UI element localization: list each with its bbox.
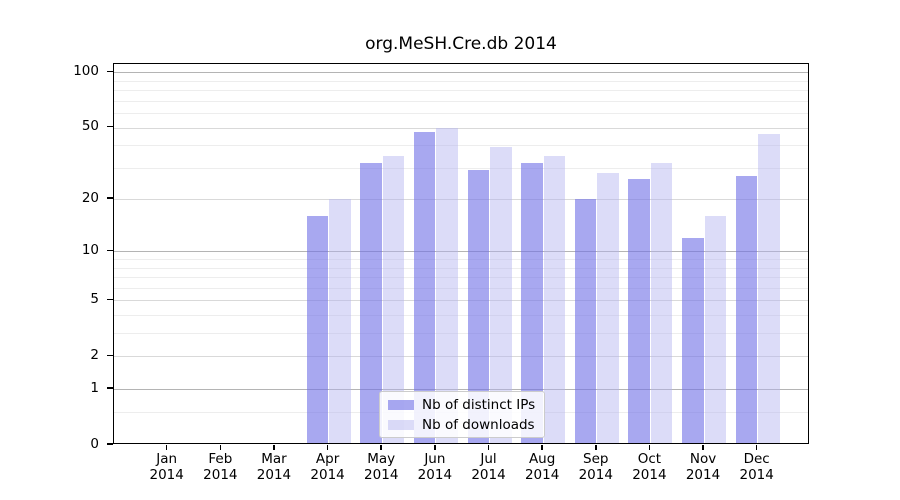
x-tick-mark [702,445,704,450]
x-tick-mark [595,445,597,450]
x-tick-mark [273,445,275,450]
x-tick-mark [755,445,758,450]
bar-distinct-ips-oct [628,178,650,444]
x-tick-label-dec: Dec 2014 [739,451,774,483]
legend: Nb of distinct IPs Nb of downloads [379,391,545,438]
x-tick-mark [380,445,382,450]
gridline-minor [114,167,808,169]
gridline-10 [114,251,808,253]
bar-downloads-sep [597,173,619,444]
bar-distinct-ips-sep [574,199,597,444]
legend-entry-distinct-ips: Nb of distinct IPs [388,397,544,413]
bar-downloads-jul [490,147,512,444]
gridline-minor [114,90,808,92]
bar-downloads-apr [329,199,351,444]
gridline-minor [114,277,808,279]
y-tick-mark [107,70,113,73]
x-tick-mark [165,445,168,450]
legend-swatch-downloads [388,419,414,430]
y-tick-mark [107,443,113,445]
y-tick-mark [107,125,113,128]
gridline-minor [114,333,808,335]
y-tick-mark [107,249,113,252]
gridline-minor [114,80,808,82]
gridline-minor [114,287,808,289]
bar-downloads-aug [543,155,566,444]
x-tick-label-may: May 2014 [364,451,399,483]
y-tick-label-20: 20 [81,189,99,206]
bar-distinct-ips-jun [413,132,436,444]
chart-title: org.MeSH.Cre.db 2014 [365,34,557,54]
bar-downloads-may [382,155,405,444]
y-tick-label-100: 100 [73,62,99,79]
x-tick-label-jan: Jan 2014 [149,451,184,483]
gridline-minor [114,267,808,269]
bar-downloads-jun [436,127,458,444]
bar-distinct-ips-dec [735,175,758,444]
legend-label-downloads: Nb of downloads [422,416,535,433]
x-tick-label-apr: Apr 2014 [310,451,345,483]
plot-area [113,63,809,444]
y-tick-mark [107,387,113,389]
x-tick-label-nov: Nov 2014 [685,451,721,483]
x-tick-mark [487,445,490,450]
gridline-1 [114,389,808,391]
x-tick-mark [326,445,329,450]
gridline-5 [114,300,808,302]
gridline-minor [114,315,808,317]
x-tick-label-sep: Sep 2014 [578,451,613,483]
y-tick-label-10: 10 [81,241,99,258]
gridline-minor [114,100,808,102]
gridline-20 [114,199,808,201]
x-tick-mark [541,445,543,450]
bar-downloads-oct [650,162,673,444]
x-tick-label-jun: Jun 2014 [417,451,453,483]
x-tick-label-jul: Jul 2014 [471,451,506,483]
x-tick-label-feb: Feb 2014 [203,451,238,483]
y-tick-label-1: 1 [90,379,99,396]
y-tick-label-5: 5 [90,290,99,307]
bar-distinct-ips-aug [521,162,543,444]
y-tick-mark [107,298,113,301]
legend-label-distinct-ips: Nb of distinct IPs [422,396,536,413]
gridline-2 [114,356,808,358]
bar-downloads-nov [704,216,727,444]
bar-distinct-ips-jul [467,170,489,444]
gridline-minor [114,113,808,115]
x-tick-label-mar: Mar 2014 [256,451,292,483]
gridline-100 [114,72,808,74]
bar-distinct-ips-may [360,162,382,444]
bar-distinct-ips-nov [682,237,704,444]
x-tick-label-oct: Oct 2014 [632,451,667,483]
y-tick-label-50: 50 [81,118,99,135]
bar-distinct-ips-apr [306,216,329,444]
y-tick-label-0: 0 [90,435,99,452]
x-tick-mark [219,445,222,450]
gridline-50 [114,127,808,129]
y-tick-label-2: 2 [90,346,99,363]
x-tick-mark [434,445,436,450]
gridline-minor [114,259,808,261]
x-tick-mark [648,445,651,450]
x-tick-label-aug: Aug 2014 [524,451,560,483]
y-tick-mark [107,354,113,357]
bar-downloads-dec [758,134,780,444]
gridline-minor [114,145,808,147]
legend-entry-downloads: Nb of downloads [388,417,544,433]
y-tick-mark [107,197,113,199]
legend-swatch-distinct-ips [388,399,414,410]
